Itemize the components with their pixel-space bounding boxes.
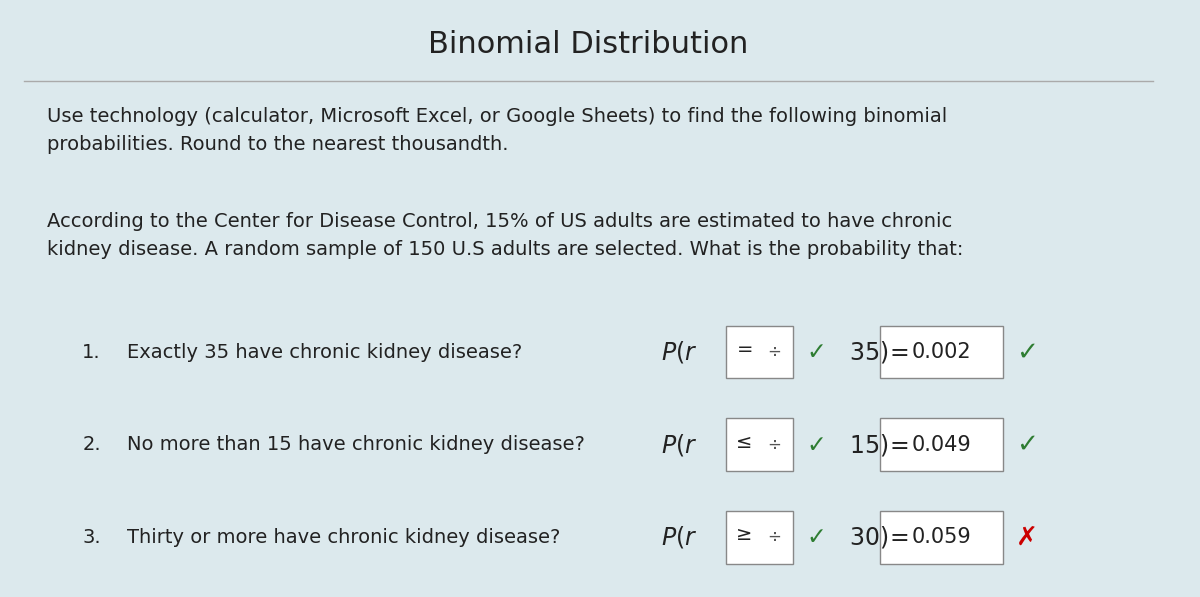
Text: ✗: ✗ [1016,524,1038,550]
Text: ✓: ✓ [806,525,827,549]
Text: 3.: 3. [83,528,101,547]
Text: $\it{P}$($\it{r}$: $\it{P}$($\it{r}$ [661,524,697,550]
Text: $\it{30)\! =}$: $\it{30)\! =}$ [850,524,908,550]
Text: ÷: ÷ [767,528,781,546]
Text: $\it{15)\! =}$: $\it{15)\! =}$ [850,432,908,458]
Text: According to the Center for Disease Control, 15% of US adults are estimated to h: According to the Center for Disease Cont… [47,212,964,259]
Text: ≥: ≥ [737,525,752,544]
FancyBboxPatch shape [726,418,793,471]
Text: 2.: 2. [83,435,101,454]
FancyBboxPatch shape [726,511,793,564]
Text: ✓: ✓ [806,340,827,364]
Text: No more than 15 have chronic kidney disease?: No more than 15 have chronic kidney dise… [127,435,584,454]
FancyBboxPatch shape [880,511,1003,564]
Text: 0.002: 0.002 [912,342,972,362]
Text: ≤: ≤ [737,433,752,452]
FancyBboxPatch shape [726,326,793,378]
Text: ✓: ✓ [1016,339,1038,365]
Text: 0.049: 0.049 [912,435,972,455]
Text: 0.059: 0.059 [912,527,972,547]
Text: Exactly 35 have chronic kidney disease?: Exactly 35 have chronic kidney disease? [127,343,522,362]
Text: 1.: 1. [83,343,101,362]
Text: $\it{P}$($\it{r}$: $\it{P}$($\it{r}$ [661,432,697,458]
FancyBboxPatch shape [880,418,1003,471]
Text: ✓: ✓ [1016,432,1038,458]
Text: =: = [737,340,752,359]
Text: ✓: ✓ [806,433,827,457]
Text: $\it{35)\! =}$: $\it{35)\! =}$ [850,339,908,365]
Text: ÷: ÷ [767,343,781,361]
Text: $\it{P}$($\it{r}$: $\it{P}$($\it{r}$ [661,339,697,365]
Text: ÷: ÷ [767,436,781,454]
Text: Use technology (calculator, Microsoft Excel, or Google Sheets) to find the follo: Use technology (calculator, Microsoft Ex… [47,107,947,155]
FancyBboxPatch shape [880,326,1003,378]
Text: Binomial Distribution: Binomial Distribution [428,30,749,59]
Text: Thirty or more have chronic kidney disease?: Thirty or more have chronic kidney disea… [127,528,560,547]
